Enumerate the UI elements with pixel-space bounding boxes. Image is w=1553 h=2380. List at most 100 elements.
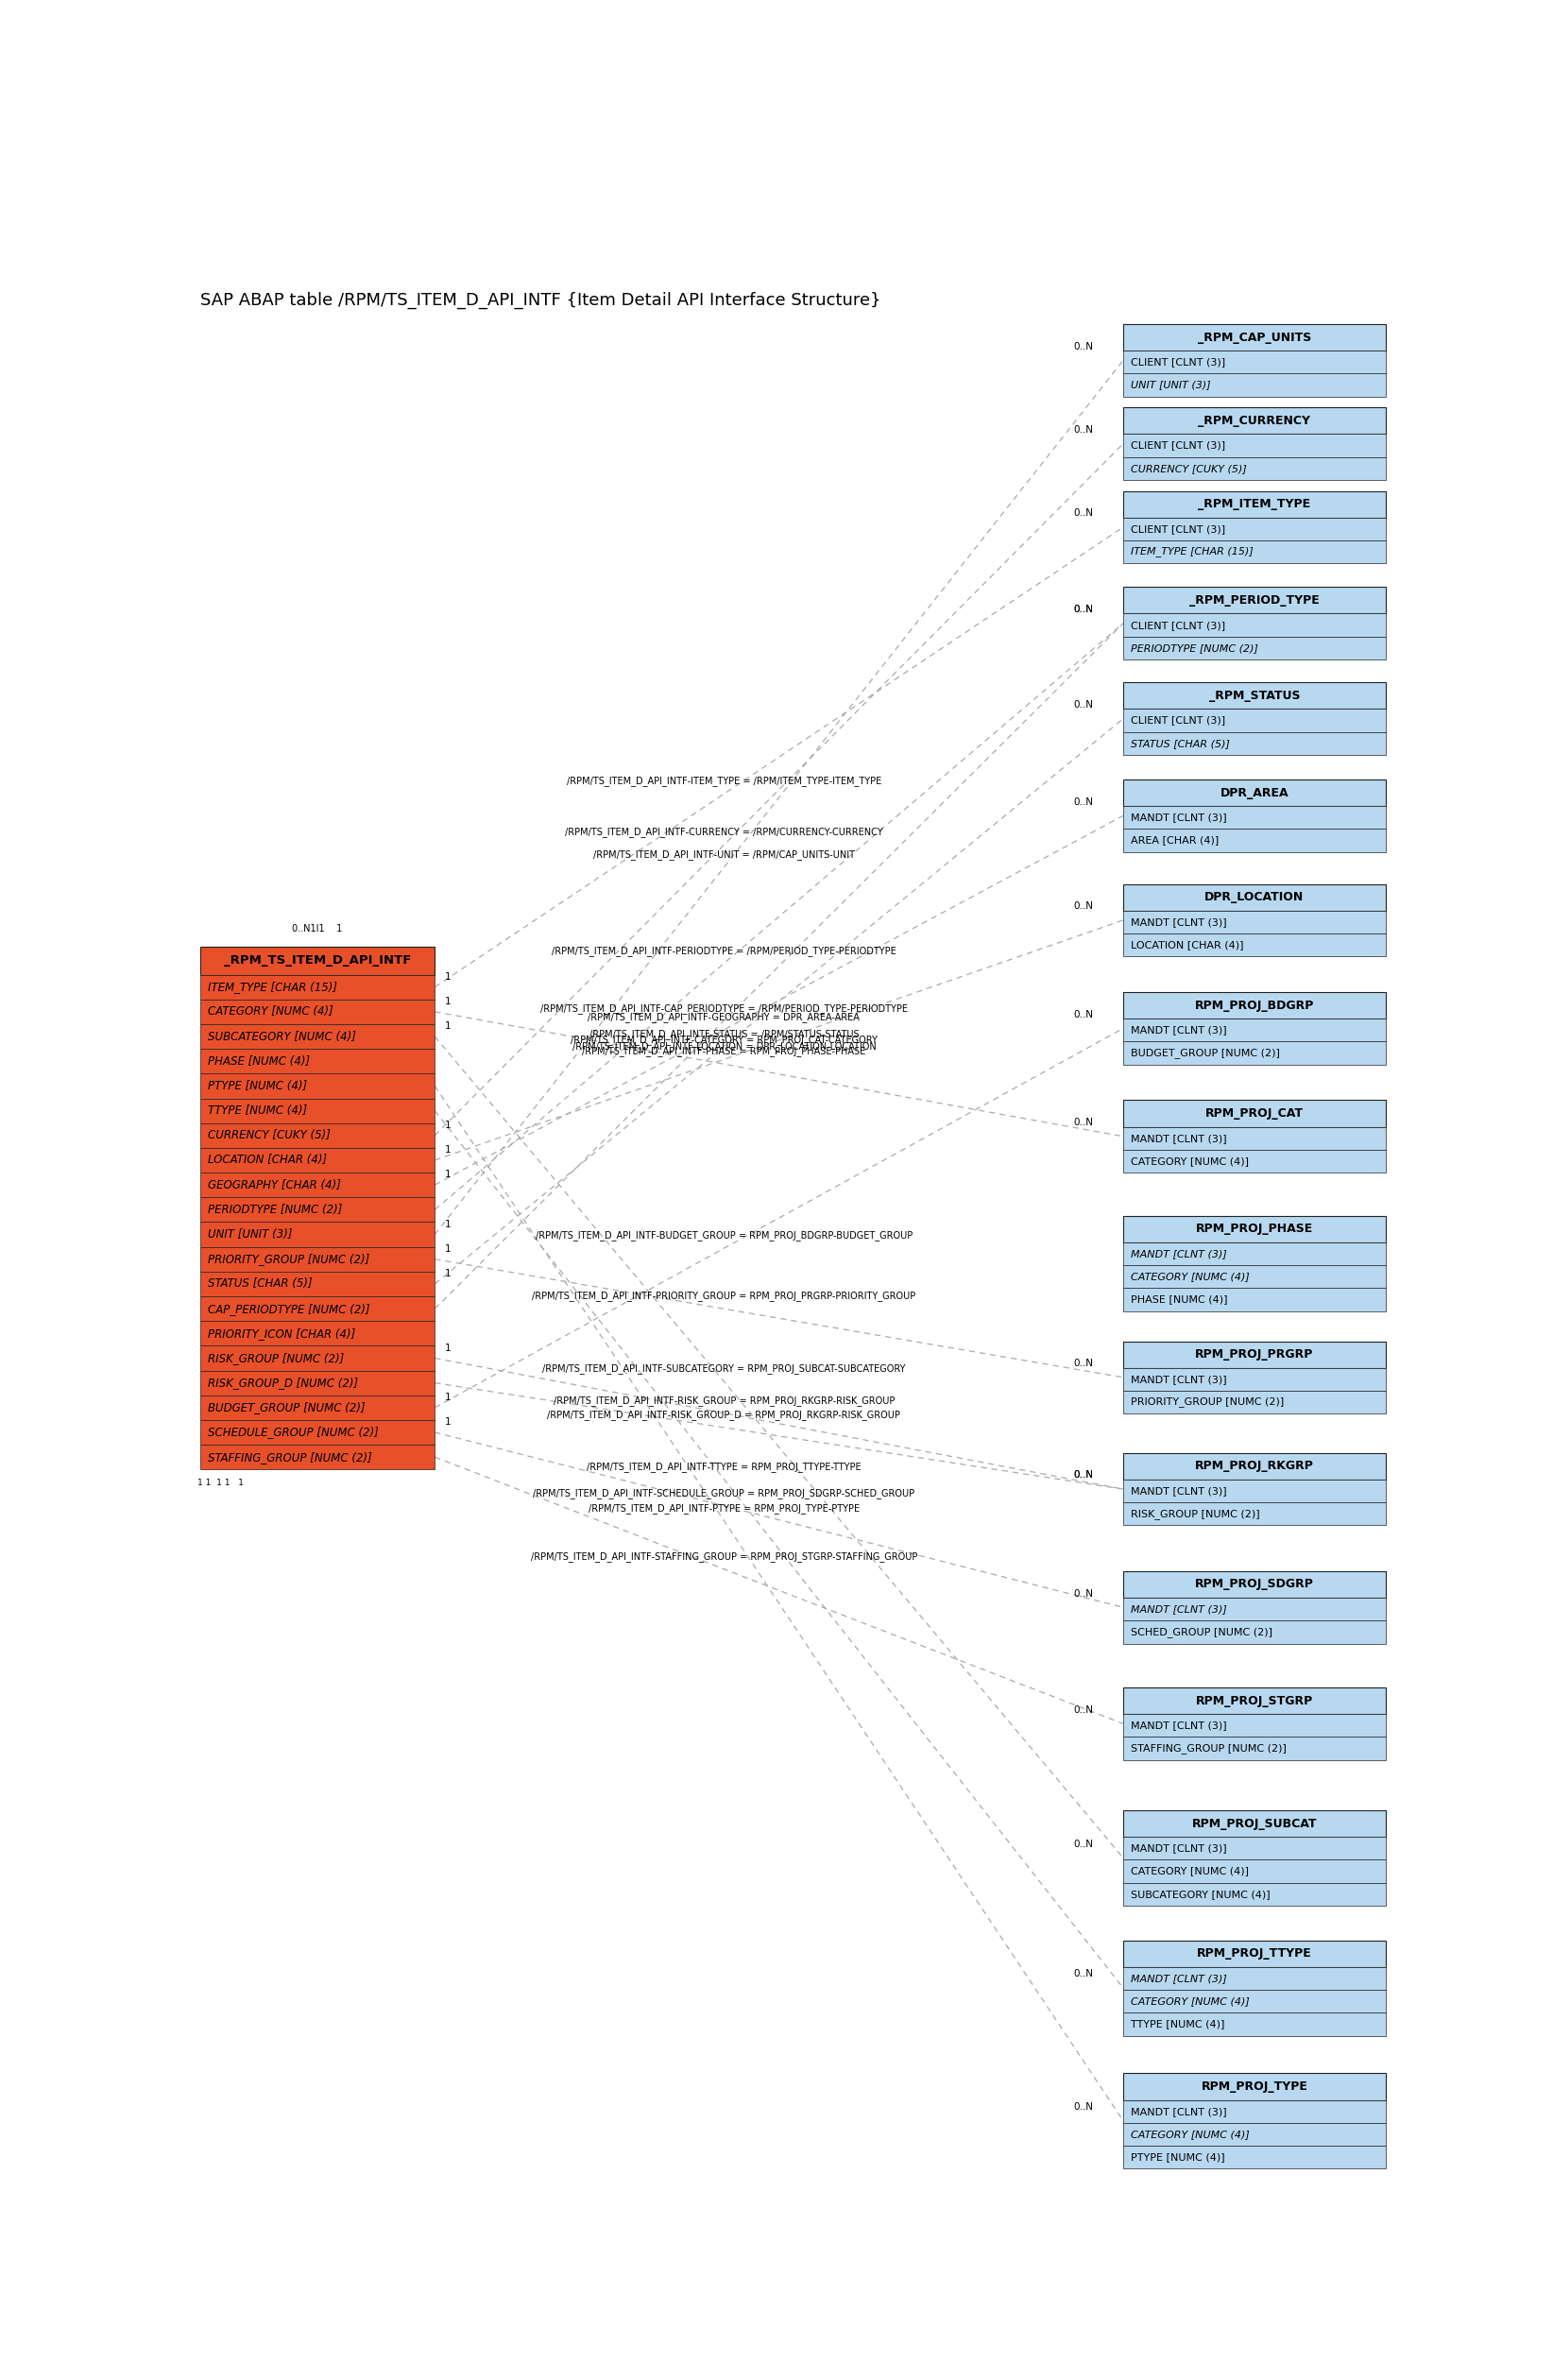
FancyBboxPatch shape xyxy=(1123,2013,1385,2035)
FancyBboxPatch shape xyxy=(200,1321,435,1345)
Text: /RPM/TS_ITEM_D_API_INTF-CURRENCY = /RPM/CURRENCY-CURRENCY: /RPM/TS_ITEM_D_API_INTF-CURRENCY = /RPM/… xyxy=(565,828,884,838)
Text: 1: 1 xyxy=(444,1219,450,1228)
Text: RPM_PROJ_PRGRP: RPM_PROJ_PRGRP xyxy=(1196,1349,1314,1361)
Text: BUDGET_GROUP [NUMC (2)]: BUDGET_GROUP [NUMC (2)] xyxy=(208,1402,365,1414)
FancyBboxPatch shape xyxy=(1123,1019,1385,1042)
FancyBboxPatch shape xyxy=(200,947,435,976)
Text: _RPM_STATUS: _RPM_STATUS xyxy=(1208,690,1300,702)
Text: SUBCATEGORY [NUMC (4)]: SUBCATEGORY [NUMC (4)] xyxy=(208,1031,356,1042)
FancyBboxPatch shape xyxy=(200,1371,435,1395)
FancyBboxPatch shape xyxy=(200,1097,435,1123)
Text: PRIORITY_GROUP [NUMC (2)]: PRIORITY_GROUP [NUMC (2)] xyxy=(208,1252,370,1266)
FancyBboxPatch shape xyxy=(200,1247,435,1271)
Text: /RPM/TS_ITEM_D_API_INTF-PERIODTYPE = /RPM/PERIOD_TYPE-PERIODTYPE: /RPM/TS_ITEM_D_API_INTF-PERIODTYPE = /RP… xyxy=(551,945,896,957)
Text: 0..N: 0..N xyxy=(1073,797,1093,807)
Text: PTYPE [NUMC (4)]: PTYPE [NUMC (4)] xyxy=(208,1081,306,1092)
FancyBboxPatch shape xyxy=(200,1073,435,1097)
Text: DPR_LOCATION: DPR_LOCATION xyxy=(1205,890,1305,904)
Text: CATEGORY [NUMC (4)]: CATEGORY [NUMC (4)] xyxy=(1131,2130,1249,2140)
Text: /RPM/TS_ITEM_D_API_INTF-ITEM_TYPE = /RPM/ITEM_TYPE-ITEM_TYPE: /RPM/TS_ITEM_D_API_INTF-ITEM_TYPE = /RPM… xyxy=(567,776,882,785)
FancyBboxPatch shape xyxy=(1123,1480,1385,1502)
Text: PTYPE [NUMC (4)]: PTYPE [NUMC (4)] xyxy=(1131,2152,1225,2161)
Text: 0..N: 0..N xyxy=(1073,1590,1093,1599)
Text: PERIODTYPE [NUMC (2)]: PERIODTYPE [NUMC (2)] xyxy=(208,1204,342,1216)
FancyBboxPatch shape xyxy=(1123,1571,1385,1597)
Text: MANDT [CLNT (3)]: MANDT [CLNT (3)] xyxy=(1131,1973,1227,1983)
Text: 0..N: 0..N xyxy=(1073,605,1093,614)
FancyBboxPatch shape xyxy=(1123,635,1385,659)
FancyBboxPatch shape xyxy=(1123,992,1385,1019)
FancyBboxPatch shape xyxy=(1123,2099,1385,2123)
Text: /RPM/TS_ITEM_D_API_INTF-GEOGRAPHY = DPR_AREA-AREA: /RPM/TS_ITEM_D_API_INTF-GEOGRAPHY = DPR_… xyxy=(589,1012,860,1023)
Text: /RPM/TS_ITEM_D_API_INTF-CATEGORY = RPM_PROJ_CAT-CATEGORY
/RPM/TS_ITEM_D_API_INTF: /RPM/TS_ITEM_D_API_INTF-CATEGORY = RPM_P… xyxy=(570,1035,877,1057)
Text: 1: 1 xyxy=(444,1145,450,1154)
Text: MANDT [CLNT (3)]: MANDT [CLNT (3)] xyxy=(1131,1250,1227,1259)
Text: RISK_GROUP [NUMC (2)]: RISK_GROUP [NUMC (2)] xyxy=(208,1352,343,1364)
Text: /RPM/TS_ITEM_D_API_INTF-BUDGET_GROUP = RPM_PROJ_BDGRP-BUDGET_GROUP: /RPM/TS_ITEM_D_API_INTF-BUDGET_GROUP = R… xyxy=(536,1230,913,1240)
Text: CATEGORY [NUMC (4)]: CATEGORY [NUMC (4)] xyxy=(1131,1866,1249,1875)
Text: 0..N: 0..N xyxy=(1073,700,1093,709)
FancyBboxPatch shape xyxy=(1123,1837,1385,1859)
FancyBboxPatch shape xyxy=(1123,1883,1385,1906)
Text: 1: 1 xyxy=(444,1342,450,1352)
Text: AREA [CHAR (4)]: AREA [CHAR (4)] xyxy=(1131,835,1219,845)
FancyBboxPatch shape xyxy=(200,1395,435,1421)
Text: /RPM/TS_ITEM_D_API_INTF-TTYPE = RPM_PROJ_TTYPE-TTYPE: /RPM/TS_ITEM_D_API_INTF-TTYPE = RPM_PROJ… xyxy=(587,1461,862,1471)
Text: GEOGRAPHY [CHAR (4)]: GEOGRAPHY [CHAR (4)] xyxy=(208,1178,340,1190)
FancyBboxPatch shape xyxy=(1123,1390,1385,1414)
Text: 1: 1 xyxy=(444,1269,450,1278)
FancyBboxPatch shape xyxy=(1123,490,1385,516)
FancyBboxPatch shape xyxy=(1123,731,1385,754)
Text: STAFFING_GROUP [NUMC (2)]: STAFFING_GROUP [NUMC (2)] xyxy=(208,1452,371,1464)
FancyBboxPatch shape xyxy=(1123,1126,1385,1150)
Text: 1: 1 xyxy=(444,1021,450,1031)
FancyBboxPatch shape xyxy=(1123,807,1385,828)
Text: PHASE [NUMC (4)]: PHASE [NUMC (4)] xyxy=(1131,1295,1227,1304)
FancyBboxPatch shape xyxy=(1123,457,1385,481)
Text: CURRENCY [CUKY (5)]: CURRENCY [CUKY (5)] xyxy=(1131,464,1247,474)
FancyBboxPatch shape xyxy=(200,1197,435,1221)
FancyBboxPatch shape xyxy=(1123,1452,1385,1480)
FancyBboxPatch shape xyxy=(1123,883,1385,912)
FancyBboxPatch shape xyxy=(200,1345,435,1371)
Text: MANDT [CLNT (3)]: MANDT [CLNT (3)] xyxy=(1131,1026,1227,1035)
Text: 0..N: 0..N xyxy=(1073,1471,1093,1480)
Text: 0..N: 0..N xyxy=(1073,1971,1093,1978)
FancyBboxPatch shape xyxy=(1123,540,1385,564)
FancyBboxPatch shape xyxy=(200,1023,435,1050)
Text: 1: 1 xyxy=(444,997,450,1007)
Text: DPR_AREA: DPR_AREA xyxy=(1221,788,1289,800)
FancyBboxPatch shape xyxy=(1123,781,1385,807)
Text: CAP_PERIODTYPE [NUMC (2)]: CAP_PERIODTYPE [NUMC (2)] xyxy=(208,1302,370,1314)
Text: RPM_PROJ_STGRP: RPM_PROJ_STGRP xyxy=(1196,1695,1314,1706)
Text: LOCATION [CHAR (4)]: LOCATION [CHAR (4)] xyxy=(1131,940,1244,950)
FancyBboxPatch shape xyxy=(1123,1242,1385,1266)
Text: STATUS [CHAR (5)]: STATUS [CHAR (5)] xyxy=(1131,738,1230,747)
Text: PRIORITY_ICON [CHAR (4)]: PRIORITY_ICON [CHAR (4)] xyxy=(208,1328,356,1340)
Text: MANDT [CLNT (3)]: MANDT [CLNT (3)] xyxy=(1131,1845,1227,1854)
FancyBboxPatch shape xyxy=(1123,407,1385,433)
Text: MANDT [CLNT (3)]: MANDT [CLNT (3)] xyxy=(1131,1133,1227,1142)
Text: RISK_GROUP_D [NUMC (2)]: RISK_GROUP_D [NUMC (2)] xyxy=(208,1376,357,1390)
Text: PRIORITY_GROUP [NUMC (2)]: PRIORITY_GROUP [NUMC (2)] xyxy=(1131,1397,1284,1407)
Text: /RPM/TS_ITEM_D_API_INTF-RISK_GROUP = RPM_PROJ_RKGRP-RISK_GROUP: /RPM/TS_ITEM_D_API_INTF-RISK_GROUP = RPM… xyxy=(553,1395,895,1407)
Text: 0..N: 0..N xyxy=(1073,605,1093,614)
Text: 1: 1 xyxy=(444,1392,450,1402)
Text: 0..N: 0..N xyxy=(1073,426,1093,436)
Text: 0..N: 0..N xyxy=(1073,1009,1093,1019)
FancyBboxPatch shape xyxy=(1123,1502,1385,1526)
FancyBboxPatch shape xyxy=(1123,709,1385,731)
Text: /RPM/TS_ITEM_D_API_INTF-SCHEDULE_GROUP = RPM_PROJ_SDGRP-SCHED_GROUP: /RPM/TS_ITEM_D_API_INTF-SCHEDULE_GROUP =… xyxy=(533,1488,915,1499)
Text: 0..N: 0..N xyxy=(1073,1359,1093,1368)
FancyBboxPatch shape xyxy=(1123,433,1385,457)
Text: MANDT [CLNT (3)]: MANDT [CLNT (3)] xyxy=(1131,916,1227,926)
FancyBboxPatch shape xyxy=(1123,1342,1385,1368)
Text: /RPM/TS_ITEM_D_API_INTF-LOCATION = DPR_LOCATION-LOCATION: /RPM/TS_ITEM_D_API_INTF-LOCATION = DPR_L… xyxy=(572,1042,876,1052)
FancyBboxPatch shape xyxy=(1123,374,1385,397)
Text: RPM_PROJ_PHASE: RPM_PROJ_PHASE xyxy=(1196,1223,1314,1235)
FancyBboxPatch shape xyxy=(1123,683,1385,709)
FancyBboxPatch shape xyxy=(200,1271,435,1297)
Text: RPM_PROJ_TTYPE: RPM_PROJ_TTYPE xyxy=(1197,1947,1312,1959)
Text: 0..N: 0..N xyxy=(1073,509,1093,519)
FancyBboxPatch shape xyxy=(200,1445,435,1468)
